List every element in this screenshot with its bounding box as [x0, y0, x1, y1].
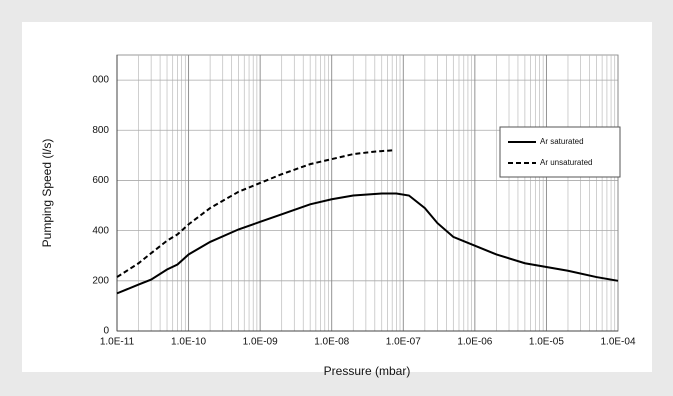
x-tick-label: 1.0E-05 [529, 337, 564, 348]
legend-label: Ar unsaturated [540, 158, 592, 167]
y-tick-label: 600 [92, 175, 109, 186]
line-series [116, 192, 619, 295]
y-tick-label: 800 [92, 125, 109, 136]
x-tick-label: 1.0E-04 [600, 337, 635, 348]
y-tick-label: 000 [92, 75, 109, 86]
x-tick-label: 1.0E-08 [314, 337, 349, 348]
legend-box [499, 126, 621, 178]
y-tick-label: 400 [92, 225, 109, 236]
x-tick-label: 1.0E-11 [100, 337, 135, 348]
x-tick-label: 1.0E-06 [457, 337, 492, 348]
line-series [116, 149, 393, 278]
x-tick-label: 1.0E-10 [171, 337, 206, 348]
y-axis-label: Pumping Speed (l/s) [40, 139, 54, 248]
x-tick-label: 1.0E-07 [386, 337, 421, 348]
x-axis-label: Pressure (mbar) [324, 364, 411, 378]
x-tick-label: 1.0E-09 [243, 337, 278, 348]
legend-label: Ar saturated [540, 137, 584, 146]
y-tick-label: 0 [103, 326, 109, 337]
y-tick-label: 200 [92, 275, 109, 286]
